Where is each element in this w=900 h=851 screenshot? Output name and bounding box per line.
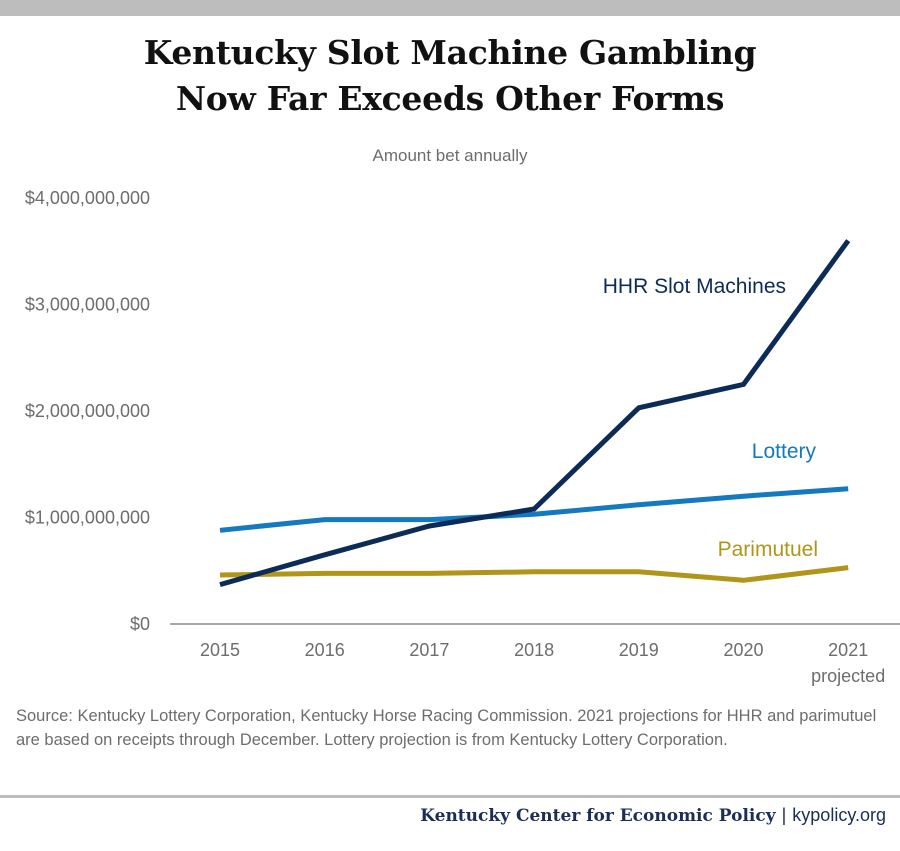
series-label-parimutuel: Parimutuel [718,538,818,561]
axes: $0 $1,000,000,000 $2,000,000,000 $3,000,000… [25,188,900,686]
series-lines [219,239,851,588]
top-rule [0,0,900,16]
footer-org: Kentucky Center for Economic Policy [420,806,776,826]
x-tick-label: 2016 [305,640,345,660]
x-tick-label: 2015 [200,640,240,660]
y-tick-label: $2,000,000,000 [25,401,150,421]
chart-title-line-1: Kentucky Slot Machine Gambling [143,33,757,72]
series-line-lottery [219,486,849,533]
y-tick-label: $0 [130,614,150,634]
series-labels: HHR Slot Machines Lottery Parimutuel [603,275,818,561]
series-line-hhr-slot-machines [219,239,851,588]
series-label-lottery: Lottery [752,440,817,463]
y-tick-label: $4,000,000,000 [25,188,150,208]
footer: Kentucky Center for Economic Policy | kypo… [420,800,886,830]
x-tick-label: 2017 [409,640,449,660]
footer-separator: | [781,805,787,825]
chart-subtitle: Amount bet annually [372,146,528,165]
source-note: Source: Kentucky Lottery Corporation, Ke… [16,707,877,749]
series-line-parimutuel [219,565,849,583]
x-tick-label: 2020 [723,640,763,660]
chart-title-line-2: Now Far Exceeds Other Forms [175,79,725,118]
series-label-hhr-slot-machines: HHR Slot Machines [603,275,786,298]
x-tick-label: 2018 [514,640,554,660]
x-tick-label: 2021 [828,640,868,660]
y-tick-label: $3,000,000,000 [25,295,150,315]
bottom-rule [0,795,900,798]
chart-title: Kentucky Slot Machine Gambling Now Far E… [0,30,900,122]
footer-url[interactable]: kypolicy.org [792,805,886,825]
x-tick-label: 2019 [619,640,659,660]
y-tick-label: $1,000,000,000 [25,508,150,528]
line-chart: $0 $1,000,000,000 $2,000,000,000 $3,000,000… [25,188,900,686]
x-tick-sublabel: projected [811,666,885,686]
